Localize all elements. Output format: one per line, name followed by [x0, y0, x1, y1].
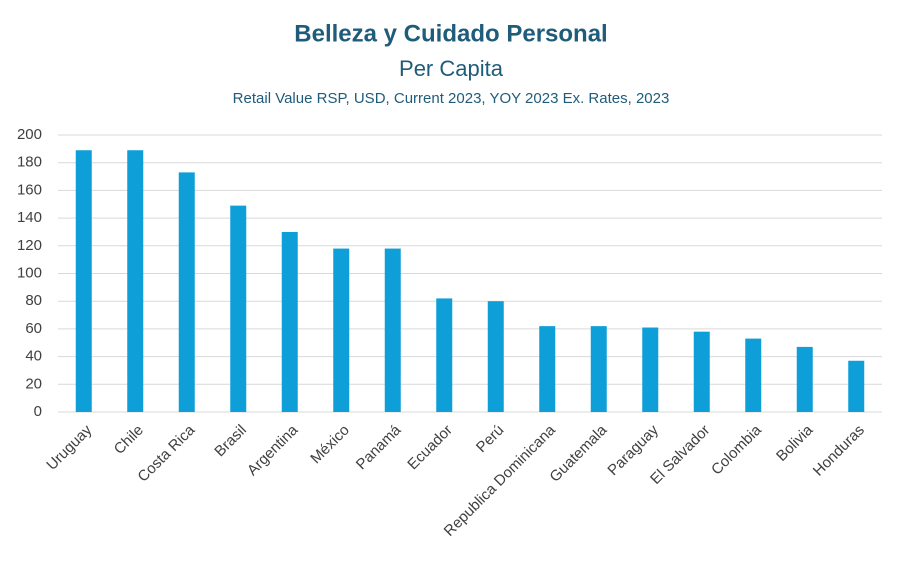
- y-tick-label: 200: [17, 126, 42, 143]
- bar: [745, 338, 762, 412]
- bar: [230, 205, 247, 412]
- y-tick-label: 100: [17, 264, 42, 281]
- y-tick-label: 160: [17, 181, 42, 198]
- bar: [281, 231, 298, 412]
- bar: [75, 150, 92, 413]
- bar: [127, 150, 144, 413]
- bar: [333, 248, 350, 412]
- x-tick-label: Bolivia: [773, 421, 817, 465]
- bar: [590, 326, 607, 412]
- bar: [848, 360, 865, 412]
- y-tick-label: 20: [25, 375, 42, 392]
- x-tick-label: Chile: [111, 422, 147, 458]
- chart-subtitle: Per Capita: [399, 56, 504, 81]
- y-tick-label: 120: [17, 237, 42, 254]
- y-tick-label: 0: [34, 403, 42, 420]
- x-tick-label: México: [307, 422, 353, 468]
- x-tick-label: Costa Rica: [134, 421, 198, 485]
- bar: [796, 346, 813, 412]
- bar: [693, 331, 710, 412]
- x-tick-label: Perú: [473, 422, 507, 456]
- y-tick-label: 140: [17, 209, 42, 226]
- bar: [642, 327, 659, 412]
- bar: [178, 172, 195, 412]
- bar: [384, 248, 401, 412]
- x-tick-label: Honduras: [810, 422, 868, 480]
- x-tick-label: Colombia: [708, 421, 765, 478]
- x-tick-label: Argentina: [244, 421, 302, 479]
- bar: [487, 301, 504, 412]
- chart-title: Belleza y Cuidado Personal: [294, 20, 607, 47]
- chart-description: Retail Value RSP, USD, Current 2023, YOY…: [233, 90, 670, 107]
- y-tick-label: 60: [25, 320, 42, 337]
- x-tick-label: Panamá: [353, 421, 405, 473]
- bar: [539, 326, 556, 412]
- x-tick-label: Guatemala: [546, 421, 610, 485]
- y-tick-label: 80: [25, 292, 42, 309]
- y-tick-label: 40: [25, 348, 42, 365]
- bar: [436, 298, 453, 412]
- x-tick-label: Ecuador: [404, 422, 456, 474]
- y-tick-label: 180: [17, 154, 42, 171]
- x-tick-label: Uruguay: [43, 421, 95, 473]
- x-tick-label: Brasil: [211, 422, 250, 461]
